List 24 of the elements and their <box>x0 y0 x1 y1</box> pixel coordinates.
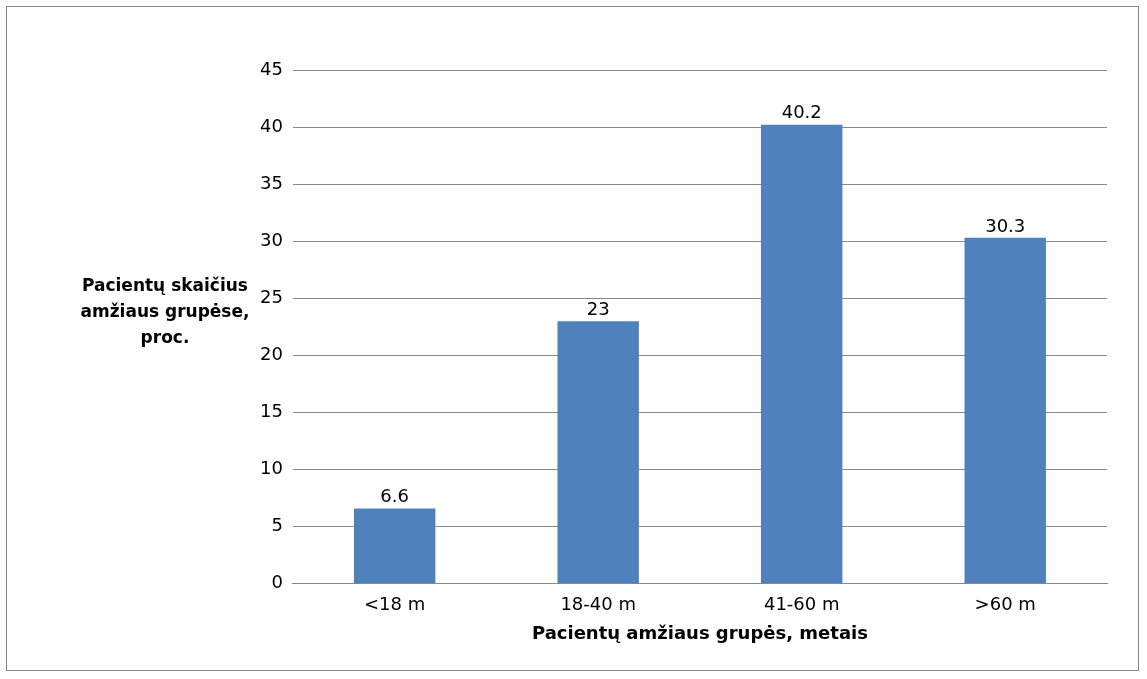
data-label: 30.3 <box>985 214 1026 236</box>
y-tick-label: 20 <box>260 343 283 365</box>
data-label: 40.2 <box>781 101 822 123</box>
x-tick-label: 18-40 m <box>560 593 636 615</box>
y-tick-label: 5 <box>271 514 283 536</box>
x-tick-label: <18 m <box>364 593 426 615</box>
y-tick-label: 10 <box>260 457 283 479</box>
y-tick-label: 0 <box>271 571 283 593</box>
y-tick-label: 15 <box>260 400 283 422</box>
x-axis-title: Pacientų amžiaus grupės, metais <box>531 621 868 643</box>
bar <box>761 124 843 584</box>
x-tick-label: 41-60 m <box>763 593 840 615</box>
y-tick-label: 40 <box>260 114 283 136</box>
data-label: 23 <box>586 297 610 319</box>
y-tick-label: 25 <box>260 286 283 308</box>
y-axis-title: Pacientų skaičius amžiaus grupėse, proc. <box>80 275 250 347</box>
bar <box>353 508 436 584</box>
bar <box>964 237 1046 584</box>
y-tick-label: 30 <box>260 228 283 250</box>
x-tick-label: >60 m <box>974 593 1036 615</box>
bar <box>557 321 639 584</box>
data-label: 6.6 <box>380 485 409 507</box>
y-tick-label: 45 <box>260 57 283 79</box>
y-tick-label: 35 <box>260 171 283 193</box>
